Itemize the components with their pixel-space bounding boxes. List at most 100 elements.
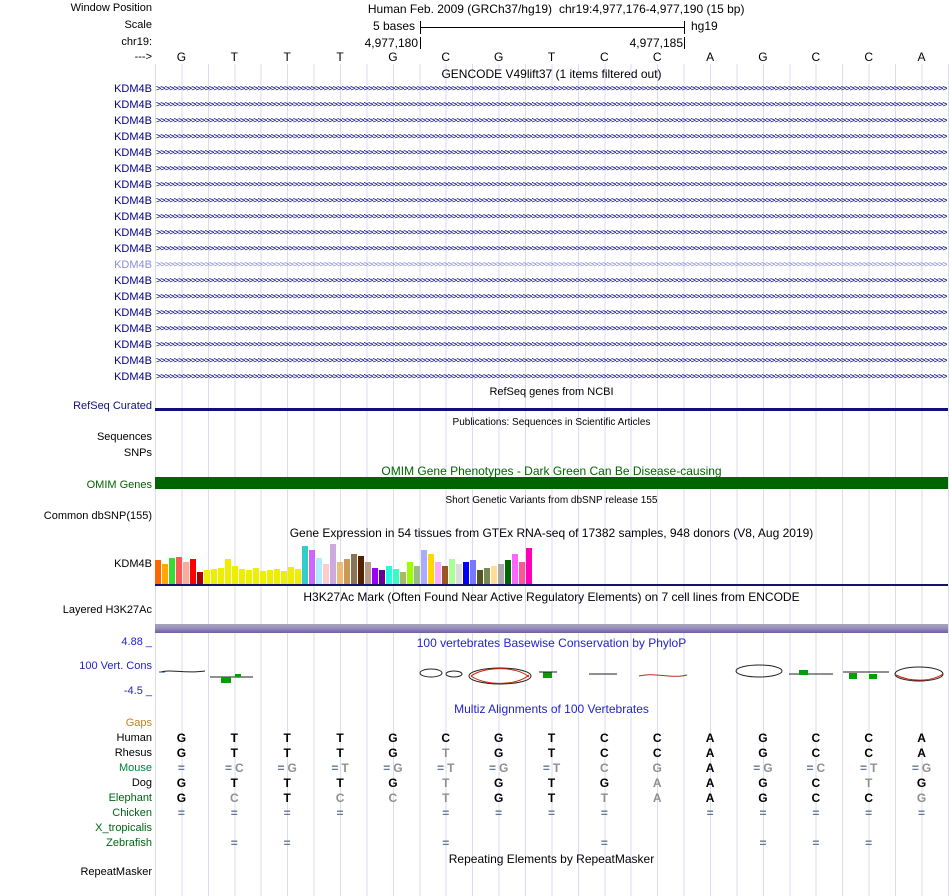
snps-track-label[interactable]: SNPs <box>123 447 152 459</box>
gtex-bar[interactable] <box>225 559 231 584</box>
gtex-bar[interactable] <box>498 564 504 584</box>
gtex-bar[interactable] <box>288 567 294 584</box>
gencode-gene-label[interactable]: KDM4B <box>114 99 152 111</box>
gtex-bar[interactable] <box>162 564 168 584</box>
gencode-transcript-arrows[interactable]: >>>>>>>>>>>>>>>>>>>>>>>>>>>>>>>>>>>>>>>>… <box>156 261 947 270</box>
refseq-curated-label[interactable]: RefSeq Curated <box>73 400 152 412</box>
gencode-gene-label[interactable]: KDM4B <box>114 179 152 191</box>
gencode-transcript-arrows[interactable]: >>>>>>>>>>>>>>>>>>>>>>>>>>>>>>>>>>>>>>>>… <box>156 197 947 206</box>
species-label-chicken[interactable]: Chicken <box>112 807 152 819</box>
gencode-transcript-arrows[interactable]: >>>>>>>>>>>>>>>>>>>>>>>>>>>>>>>>>>>>>>>>… <box>156 133 947 142</box>
gencode-transcript-arrows[interactable]: >>>>>>>>>>>>>>>>>>>>>>>>>>>>>>>>>>>>>>>>… <box>156 357 947 366</box>
gtex-bar[interactable] <box>246 570 252 584</box>
conservation-plot[interactable] <box>155 646 948 694</box>
gtex-bar[interactable] <box>169 558 175 584</box>
gencode-transcript-arrows[interactable]: >>>>>>>>>>>>>>>>>>>>>>>>>>>>>>>>>>>>>>>>… <box>156 101 947 110</box>
gtex-bar[interactable] <box>358 556 364 584</box>
gtex-bar[interactable] <box>218 568 224 584</box>
gencode-transcript-arrows[interactable]: >>>>>>>>>>>>>>>>>>>>>>>>>>>>>>>>>>>>>>>>… <box>156 341 947 350</box>
gtex-bar[interactable] <box>484 568 490 584</box>
gencode-gene-label[interactable]: KDM4B <box>114 371 152 383</box>
gtex-bar[interactable] <box>456 564 462 584</box>
gtex-bar[interactable] <box>372 568 378 584</box>
gtex-bar[interactable] <box>295 569 301 584</box>
common-dbsnp-label[interactable]: Common dbSNP(155) <box>43 510 152 522</box>
gtex-bar[interactable] <box>337 562 343 584</box>
gtex-bar[interactable] <box>526 548 532 584</box>
gencode-gene-label[interactable]: KDM4B <box>114 147 152 159</box>
gtex-bar[interactable] <box>505 560 511 584</box>
gtex-bar[interactable] <box>421 550 427 584</box>
gtex-bar[interactable] <box>211 569 217 584</box>
gencode-gene-label[interactable]: KDM4B <box>114 339 152 351</box>
gtex-bar[interactable] <box>309 550 315 584</box>
refseq-curated-line[interactable] <box>155 408 948 411</box>
gtex-bar[interactable] <box>274 569 280 584</box>
gencode-transcript-arrows[interactable]: >>>>>>>>>>>>>>>>>>>>>>>>>>>>>>>>>>>>>>>>… <box>156 213 947 222</box>
gtex-gene-label[interactable]: KDM4B <box>114 558 152 570</box>
layered-h3k27ac-label[interactable]: Layered H3K27Ac <box>62 604 152 616</box>
gtex-bar[interactable] <box>449 559 455 584</box>
species-label-zebrafish[interactable]: Zebrafish <box>106 837 152 849</box>
gencode-gene-label[interactable]: KDM4B <box>114 195 152 207</box>
gencode-transcript-arrows[interactable]: >>>>>>>>>>>>>>>>>>>>>>>>>>>>>>>>>>>>>>>>… <box>156 293 947 302</box>
conservation-track-label[interactable]: 100 Vert. Cons <box>79 660 152 672</box>
gtex-bar[interactable] <box>414 566 420 584</box>
gencode-gene-label[interactable]: KDM4B <box>114 275 152 287</box>
gtex-bar[interactable] <box>379 570 385 584</box>
gencode-gene-label[interactable]: KDM4B <box>114 211 152 223</box>
repeatmasker-label[interactable]: RepeatMasker <box>80 866 152 878</box>
gtex-bar[interactable] <box>351 554 357 584</box>
gtex-bar[interactable] <box>232 566 238 584</box>
gencode-gene-label[interactable]: KDM4B <box>114 115 152 127</box>
gtex-bar[interactable] <box>344 559 350 584</box>
gtex-bar[interactable] <box>281 571 287 584</box>
species-label-elephant[interactable]: Elephant <box>108 792 152 804</box>
gencode-gene-label[interactable]: KDM4B <box>114 243 152 255</box>
gtex-bar[interactable] <box>190 559 196 584</box>
gtex-bar[interactable] <box>323 564 329 584</box>
species-label-rhesus[interactable]: Rhesus <box>114 747 152 759</box>
gtex-bar[interactable] <box>470 560 476 584</box>
gtex-bar[interactable] <box>407 562 413 584</box>
h3k27ac-signal-bar[interactable] <box>155 624 948 633</box>
gencode-gene-label[interactable]: KDM4B <box>114 291 152 303</box>
gencode-transcript-arrows[interactable]: >>>>>>>>>>>>>>>>>>>>>>>>>>>>>>>>>>>>>>>>… <box>156 245 947 254</box>
gencode-gene-label[interactable]: KDM4B <box>114 227 152 239</box>
gtex-bar[interactable] <box>435 562 441 584</box>
gtex-bar[interactable] <box>260 571 266 584</box>
gencode-gene-label[interactable]: KDM4B <box>114 83 152 95</box>
gencode-gene-label[interactable]: KDM4B <box>114 131 152 143</box>
gtex-bar[interactable] <box>330 544 336 584</box>
gencode-gene-label[interactable]: KDM4B <box>114 323 152 335</box>
gtex-bar[interactable] <box>477 570 483 584</box>
gtex-bar[interactable] <box>183 562 189 584</box>
gtex-bar[interactable] <box>428 554 434 584</box>
gencode-transcript-arrows[interactable]: >>>>>>>>>>>>>>>>>>>>>>>>>>>>>>>>>>>>>>>>… <box>156 373 947 382</box>
gencode-transcript-arrows[interactable]: >>>>>>>>>>>>>>>>>>>>>>>>>>>>>>>>>>>>>>>>… <box>156 165 947 174</box>
gencode-transcript-arrows[interactable]: >>>>>>>>>>>>>>>>>>>>>>>>>>>>>>>>>>>>>>>>… <box>156 149 947 158</box>
gencode-transcript-arrows[interactable]: >>>>>>>>>>>>>>>>>>>>>>>>>>>>>>>>>>>>>>>>… <box>156 309 947 318</box>
species-label-mouse[interactable]: Mouse <box>118 762 152 774</box>
omim-bar[interactable] <box>155 477 948 489</box>
gencode-gene-label[interactable]: KDM4B <box>114 259 152 271</box>
gencode-transcript-arrows[interactable]: >>>>>>>>>>>>>>>>>>>>>>>>>>>>>>>>>>>>>>>>… <box>156 325 947 334</box>
gencode-transcript-arrows[interactable]: >>>>>>>>>>>>>>>>>>>>>>>>>>>>>>>>>>>>>>>>… <box>156 181 947 190</box>
gencode-transcript-arrows[interactable]: >>>>>>>>>>>>>>>>>>>>>>>>>>>>>>>>>>>>>>>>… <box>156 277 947 286</box>
gtex-bar[interactable] <box>204 570 210 584</box>
gtex-bar[interactable] <box>197 572 203 584</box>
gtex-bar[interactable] <box>253 568 259 584</box>
gtex-bar[interactable] <box>463 562 469 584</box>
gtex-bar[interactable] <box>442 566 448 584</box>
gencode-gene-label[interactable]: KDM4B <box>114 307 152 319</box>
gtex-bar[interactable] <box>386 566 392 584</box>
gtex-bar[interactable] <box>512 554 518 584</box>
gencode-transcript-arrows[interactable]: >>>>>>>>>>>>>>>>>>>>>>>>>>>>>>>>>>>>>>>>… <box>156 85 947 94</box>
gtex-bar[interactable] <box>239 569 245 584</box>
gtex-bar[interactable] <box>316 558 322 584</box>
species-label-human[interactable]: Human <box>116 732 152 744</box>
gtex-bar[interactable] <box>393 569 399 584</box>
gtex-bar[interactable] <box>302 546 308 584</box>
gtex-bar[interactable] <box>365 562 371 584</box>
gtex-bar[interactable] <box>519 562 525 584</box>
